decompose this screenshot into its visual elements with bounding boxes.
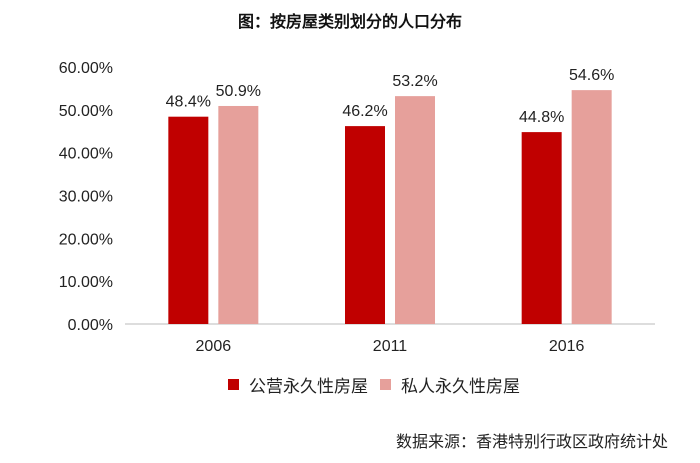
data-label: 53.2% (392, 73, 437, 90)
bar (345, 126, 385, 324)
x-tick-label: 2016 (549, 338, 585, 355)
source-note: 数据来源：香港特别行政区政府统计处 (395, 432, 668, 451)
data-label: 46.2% (342, 103, 387, 120)
y-tick-label: 30.00% (59, 189, 113, 206)
legend-swatch-public (228, 379, 239, 390)
bar (521, 132, 562, 324)
legend-label-public: 公营永久性房屋 (249, 377, 368, 397)
chart-title: 图：按房屋类别划分的人口分布 (237, 12, 462, 31)
y-tick-label: 0.00% (68, 317, 113, 334)
legend-label-private: 私人永久性房屋 (401, 377, 520, 397)
x-tick-label: 2011 (373, 338, 408, 355)
plot-area: 0.00% 10.00% 20.00% 30.00% 40.00% 50.00% 60.00… (59, 60, 655, 355)
data-label: 44.8% (519, 109, 564, 126)
y-tick-label: 10.00% (59, 274, 113, 291)
x-tick-label: 2006 (196, 338, 232, 355)
bar (168, 116, 209, 324)
data-label: 48.4% (166, 94, 211, 111)
data-label: 54.6% (569, 67, 614, 84)
bar (571, 90, 612, 324)
y-tick-label: 20.00% (59, 231, 113, 248)
bar (395, 96, 435, 324)
bar (218, 105, 259, 324)
y-tick-label: 60.00% (59, 60, 113, 77)
y-tick-label: 50.00% (59, 103, 113, 120)
data-label: 50.9% (216, 83, 261, 100)
legend: 公营永久性房屋 私人永久性房屋 (228, 372, 520, 397)
legend-swatch-private (380, 379, 391, 390)
y-tick-label: 40.00% (59, 146, 113, 163)
